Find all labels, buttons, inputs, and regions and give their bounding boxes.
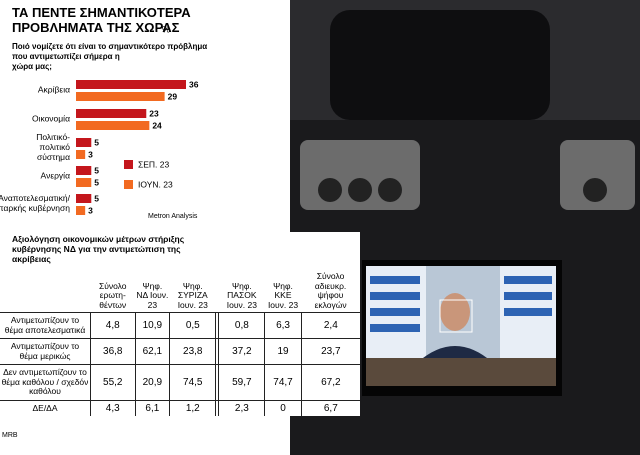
cell: 59,7 (218, 364, 265, 400)
column-header: Ψηφ. ΣΥΡΙΖΑ Ιουν. 23 (177, 280, 208, 310)
table-row: Δεν αντιμετωπίζουν το θέμα καθόλου / σχε… (0, 364, 360, 400)
cell: 20,9 (134, 364, 170, 400)
cell: 1,2 (169, 399, 216, 416)
table-title: Αξιολόγηση οικονομικών μέτρων στήριξης κ… (12, 234, 185, 264)
cell: 10,9 (134, 312, 170, 339)
chart: ΤΑ ΠΕΝΤΕ ΣΗΜΑΝΤΙΚΟΤΕΡΑ ΠΡΟΒΛΗΜΑΤΑ ΤΗΣ ΧΩΡ… (0, 0, 290, 232)
gap-cell (215, 399, 219, 416)
table-panel: Αξιολόγηση οικονομικών μέτρων στήριξης κ… (0, 232, 360, 439)
value-label: 29 (168, 91, 178, 101)
value-label: 3 (88, 149, 93, 159)
cell: 6,1 (134, 399, 170, 416)
cell: 4,3 (90, 399, 135, 416)
gap-cell (215, 338, 219, 365)
cell: 55,2 (90, 364, 135, 400)
cell: 74,7 (264, 364, 302, 400)
cell: 4,8 (90, 312, 135, 339)
chart-title: ΤΑ ΠΕΝΤΕ ΣΗΜΑΝΤΙΚΟΤΕΡΑ ΠΡΟΒΛΗΜΑΤΑ ΤΗΣ ΧΩΡ… (12, 5, 191, 35)
category-label: Πολιτικό-πολιτικό σύστημα (36, 132, 70, 162)
value-label: 23 (149, 108, 159, 118)
row-label: Δεν αντιμετωπίζουν το θέμα καθόλου / σχε… (0, 364, 91, 400)
category-label: Ακρίβεια (38, 84, 70, 94)
legend-label: ΣΕΠ. 23 (138, 159, 170, 169)
cell: 23,8 (169, 338, 216, 365)
column-header: Ψηφ. ΚΚΕ Ιουν. 23 (267, 280, 299, 310)
table-row: Αντιμετωπίζουν το θέμα μερικώς 36,8 62,1 23… (0, 338, 360, 365)
value-label: 5 (94, 137, 99, 147)
category-label: Αναποτελεσματική/Ανεπαρκής κυβέρνηση (0, 193, 71, 213)
cell: 62,1 (134, 338, 170, 365)
value-label: 24 (152, 120, 162, 130)
cell: 23,7 (300, 338, 360, 365)
value-label: 36 (189, 79, 199, 89)
value-label: 3 (88, 205, 93, 215)
bar (76, 194, 92, 203)
corner (0, 270, 91, 313)
bar (76, 166, 92, 175)
value-label: 5 (94, 165, 99, 175)
value-label: 5 (94, 177, 99, 187)
bar (76, 178, 92, 187)
cell: 2,3 (218, 399, 265, 416)
legend-label: ΙΟΥΝ. 23 (138, 179, 173, 189)
column-header: Σύνολο ερωτη-θέντων (98, 280, 127, 310)
bar (76, 121, 150, 130)
row-label: Αντιμετωπίζουν το θέμα αποτελεσματικά (0, 312, 91, 339)
cell: 74,5 (169, 364, 216, 400)
cell: 0 (264, 399, 302, 416)
table-row: ΔΕ/ΔΑ 4,3 6,1 1,2 2,3 0 6,7 (0, 399, 360, 416)
cell: 0,5 (169, 312, 216, 339)
category-label: Ανεργία (41, 170, 71, 180)
cell: 6,7 (300, 399, 360, 416)
column-header: Σύνολο αδιευκρ. ψήφου εκλογών (314, 271, 347, 310)
bar (76, 92, 165, 101)
bar (76, 150, 86, 159)
category-label: Οικονομία (32, 113, 70, 123)
table-row: Αντιμετωπίζουν το θέμα αποτελεσματικά 4,8… (0, 312, 360, 339)
cell: 0,8 (218, 312, 265, 339)
bar (76, 109, 147, 118)
cell: 2,4 (300, 312, 360, 339)
row-label: Αντιμετωπίζουν το θέμα μερικώς (0, 338, 91, 365)
cell: 6,3 (264, 312, 302, 339)
source: Metron Analysis (148, 213, 198, 220)
cell: 37,2 (218, 338, 265, 365)
bar (76, 206, 86, 215)
legend-swatch (124, 160, 133, 169)
table-source: MRB (2, 432, 18, 439)
cell: 36,8 (90, 338, 135, 365)
gap-cell (215, 312, 219, 339)
gap-cell (215, 364, 219, 400)
row-label: ΔΕ/ΔΑ (0, 399, 91, 416)
bar (76, 138, 92, 147)
legend-swatch (124, 180, 133, 189)
cell: 67,2 (300, 364, 360, 400)
column-header: Ψηφ. ΝΔ Ιουν. 23 (136, 280, 169, 310)
cell: 19 (264, 338, 302, 365)
value-label: 5 (94, 193, 99, 203)
table: Σύνολο ερωτη-θέντων Ψηφ. ΝΔ Ιουν. 23 Ψηφ. … (0, 270, 360, 416)
unit: % (162, 24, 170, 34)
column-header: Ψηφ. ΠΑΣΟΚ Ιουν. 23 (226, 280, 257, 310)
bar (76, 80, 186, 89)
chart-subtitle: Ποιό νομίζετε ότι είναι το σημαντικότερο… (12, 42, 207, 71)
